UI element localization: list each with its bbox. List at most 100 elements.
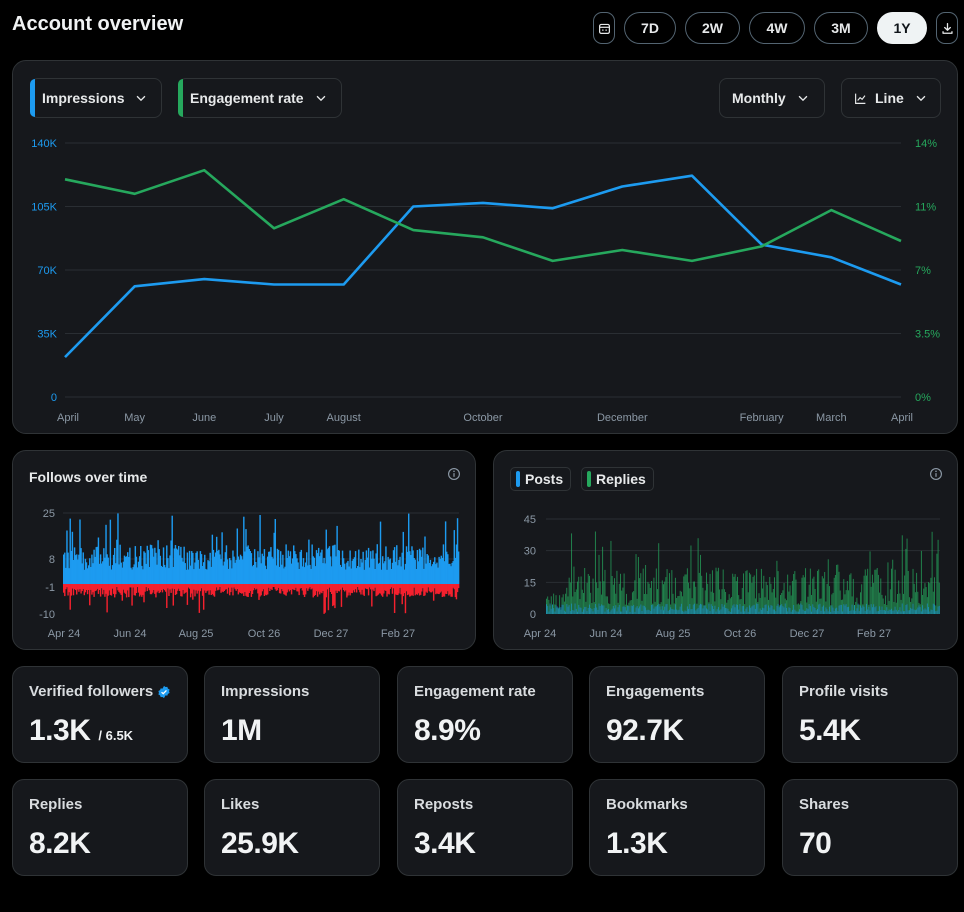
stat-profile-visits[interactable]: Profile visits 5.4K	[782, 666, 958, 763]
replies-bar	[710, 591, 712, 614]
stat-value: 70	[799, 827, 832, 860]
gained-bar	[403, 569, 406, 584]
lost-bar	[194, 584, 196, 597]
replies-bar	[788, 591, 790, 614]
posts-bar	[836, 607, 838, 614]
lost-bar	[224, 584, 227, 590]
posts-bar	[790, 611, 792, 614]
replies-bar	[885, 595, 887, 614]
replies-bar	[765, 581, 767, 614]
gained-bar	[406, 551, 409, 584]
period-dropdown[interactable]: Monthly	[719, 78, 825, 118]
gained-bar	[286, 558, 288, 584]
lost-bar	[196, 584, 198, 594]
replies-bar	[814, 589, 816, 614]
replies-bar	[758, 593, 760, 614]
lost-bar	[100, 584, 103, 589]
gained-bar	[457, 551, 460, 584]
lost-bar	[167, 584, 169, 589]
posts-bar	[912, 603, 914, 614]
lost-bar	[188, 584, 191, 589]
posts-bar	[573, 610, 575, 614]
follows-bar-chart: 25 8 -1 -10 Apr 24 Jun 24 Aug 25 Oct 26 Dec 27 Fe…	[39, 508, 460, 640]
range-1y-button[interactable]: 1Y	[877, 12, 927, 44]
gained-bar	[93, 549, 95, 584]
posts-bar	[623, 606, 625, 614]
gained-bar	[89, 558, 91, 584]
gained-bar	[175, 548, 178, 584]
stat-label: Bookmarks	[606, 796, 688, 813]
lost-bar	[428, 584, 431, 592]
metric1-dropdown[interactable]: Impressions	[30, 78, 162, 118]
stat-engagement-rate[interactable]: Engagement rate 8.9%	[397, 666, 573, 763]
lost-bar	[123, 584, 126, 593]
replies-bar	[879, 592, 881, 614]
gained-bar	[402, 531, 405, 584]
gained-bar	[277, 549, 280, 584]
lost-bar	[328, 584, 331, 588]
info-icon[interactable]	[929, 467, 943, 481]
info-icon[interactable]	[447, 467, 461, 481]
stat-shares[interactable]: Shares 70	[782, 779, 958, 876]
gained-bar	[333, 545, 335, 584]
gained-bar	[129, 547, 131, 584]
posts-bar	[856, 608, 858, 614]
replies-bar	[640, 573, 642, 614]
stat-likes[interactable]: Likes 25.9K	[204, 779, 380, 876]
lost-bar	[320, 584, 322, 593]
replies-bar	[734, 574, 736, 614]
gained-bar	[439, 558, 441, 584]
replies-bar	[796, 604, 798, 614]
posts-bar	[696, 609, 698, 614]
stat-engagements[interactable]: Engagements 92.7K	[589, 666, 765, 763]
range-4w-button[interactable]: 4W	[749, 12, 805, 44]
replies-bar	[826, 583, 828, 614]
replies-bar	[655, 568, 657, 614]
gained-bar	[311, 544, 313, 584]
stat-label: Replies	[29, 796, 83, 813]
replies-bar	[563, 601, 565, 614]
chart-type-dropdown[interactable]: Line	[841, 78, 941, 118]
stat-bookmarks[interactable]: Bookmarks 1.3K	[589, 779, 765, 876]
posts-bar	[860, 605, 861, 614]
metric2-dropdown[interactable]: Engagement rate	[178, 78, 342, 118]
gained-bar	[196, 551, 198, 584]
stat-reposts[interactable]: Reposts 3.4K	[397, 779, 573, 876]
replies-bar	[635, 554, 637, 614]
posts-bar	[875, 606, 877, 614]
posts-bar	[608, 609, 610, 614]
replies-bar	[562, 594, 564, 614]
range-7d-button[interactable]: 7D	[624, 12, 676, 44]
posts-bar	[678, 609, 680, 614]
stat-verified-followers[interactable]: Verified followers 1.3K / 6.5K	[12, 666, 188, 763]
lost-bar	[347, 584, 349, 596]
stat-impressions[interactable]: Impressions 1M	[204, 666, 380, 763]
range-3m-button[interactable]: 3M	[814, 12, 868, 44]
lost-bar	[131, 584, 133, 606]
stat-sub: / 6.5K	[98, 728, 134, 743]
replies-legend-chip[interactable]: Replies	[581, 467, 654, 491]
lost-bar	[358, 584, 360, 590]
posts-bar	[627, 605, 629, 614]
calendar-button[interactable]	[593, 12, 615, 44]
download-button[interactable]	[936, 12, 958, 44]
posts-legend-chip[interactable]: Posts	[510, 467, 572, 491]
posts-bar	[556, 606, 558, 614]
lost-bar	[344, 584, 346, 592]
gained-bar	[205, 568, 207, 584]
gained-bar	[409, 551, 411, 584]
lost-bar	[309, 584, 311, 588]
posts-bar	[597, 609, 599, 614]
lost-bar	[63, 584, 65, 593]
stat-replies[interactable]: Replies 8.2K	[12, 779, 188, 876]
replies-bar	[588, 575, 590, 614]
posts-bar	[893, 610, 895, 614]
gained-bar	[357, 566, 359, 584]
gained-bar	[155, 552, 157, 584]
lost-bar	[80, 584, 82, 594]
lost-bar	[372, 584, 374, 590]
posts-bar	[785, 608, 787, 614]
range-2w-button[interactable]: 2W	[685, 12, 740, 44]
page-title: Account overview	[12, 13, 184, 35]
calendar-icon	[598, 23, 610, 34]
